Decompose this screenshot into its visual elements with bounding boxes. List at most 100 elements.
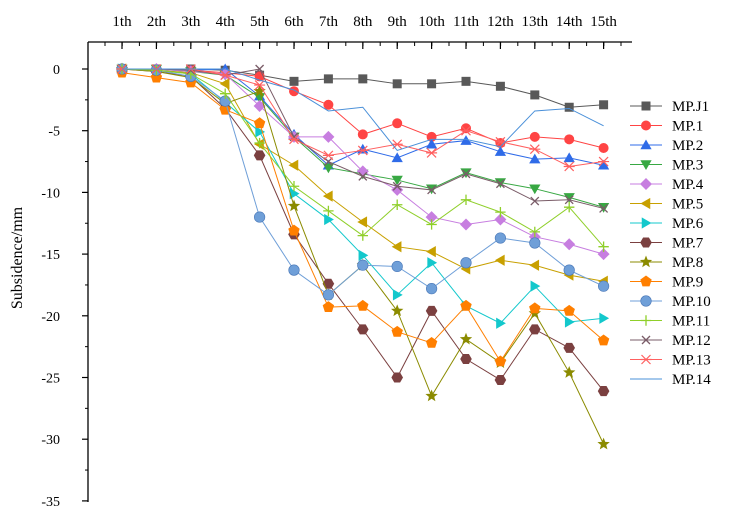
data-point <box>599 100 609 110</box>
data-point <box>529 226 540 238</box>
legend-label: MP.9 <box>672 275 703 291</box>
data-point <box>426 147 438 158</box>
legend-marker <box>640 295 652 307</box>
data-point <box>598 156 610 167</box>
data-point <box>358 249 369 261</box>
data-point <box>563 342 575 353</box>
data-point <box>220 88 231 99</box>
legend-item: MP.3 <box>630 158 703 174</box>
x-axis: 1th 2th 3th 4th 5th 6th 7th 8th 9th 10th 11th 12th 1… <box>104 14 622 49</box>
legend-item: MP.8 <box>630 255 703 271</box>
x-tick-label: 15th <box>590 14 617 30</box>
data-point <box>357 324 369 335</box>
data-point <box>460 299 472 311</box>
data-point <box>563 238 576 251</box>
x-tick-label: 6th <box>284 14 304 30</box>
legend-label: MP.5 <box>672 197 703 213</box>
data-point <box>356 165 369 178</box>
data-point <box>496 317 506 329</box>
data-point <box>460 135 472 145</box>
data-point <box>219 67 232 80</box>
data-point <box>357 216 368 228</box>
data-point <box>529 302 541 314</box>
y-tick-label: -10 <box>41 186 60 201</box>
data-point <box>564 134 575 145</box>
data-point <box>427 79 437 89</box>
data-point <box>391 152 403 163</box>
data-point <box>425 305 438 316</box>
y-axis: 0 -5 -10 -15 -20 -25 -30 -35 <box>41 63 88 506</box>
data-point <box>391 325 403 337</box>
x-tick-label: 3th <box>181 14 201 30</box>
data-point <box>219 78 230 90</box>
data-point <box>427 257 438 269</box>
data-point <box>460 125 472 136</box>
data-point <box>219 70 231 81</box>
y-tick-label: -20 <box>41 310 60 325</box>
data-point <box>358 171 368 181</box>
data-point <box>597 386 610 397</box>
data-point <box>529 131 540 142</box>
legend-item: MP.11 <box>630 314 710 330</box>
legend-item: MP.10 <box>630 294 711 310</box>
data-point <box>494 374 507 385</box>
data-point <box>392 289 403 301</box>
data-point <box>391 241 402 253</box>
series-mp-6 <box>117 63 610 329</box>
x-tick-label: 11th <box>453 14 480 30</box>
legend-label: MP.6 <box>672 216 704 232</box>
data-point <box>289 188 300 200</box>
data-point <box>563 193 575 203</box>
data-point <box>460 218 472 231</box>
legend-label: MP.2 <box>672 138 703 154</box>
legend-item: MP.13 <box>630 353 711 369</box>
data-point <box>495 81 505 91</box>
data-point <box>494 254 505 266</box>
data-point <box>391 260 403 273</box>
data-point <box>253 84 266 97</box>
legend-marker <box>640 160 652 170</box>
plot-frame <box>87 41 632 502</box>
data-point <box>530 90 540 100</box>
legend-marker <box>640 354 652 365</box>
series-mp-10 <box>116 63 610 301</box>
legend-label: MP.13 <box>672 353 711 369</box>
data-point <box>427 185 437 195</box>
legend-label: MP.8 <box>672 255 703 271</box>
data-point <box>530 280 541 292</box>
legend-item: MP.9 <box>630 275 703 291</box>
legend: MP.J1 MP.1 MP.2 MP.3 MP.4 MP.5 MP.6 MP.7 MP.8 MP.… <box>630 99 711 388</box>
data-point <box>529 324 541 335</box>
data-point <box>357 143 369 154</box>
data-point <box>597 334 610 346</box>
data-point <box>392 199 403 210</box>
x-tick-label: 5th <box>250 14 270 30</box>
data-point <box>564 102 574 112</box>
data-point <box>461 76 471 86</box>
data-point <box>425 211 438 224</box>
data-point <box>254 80 266 90</box>
data-point <box>324 213 334 226</box>
y-tick-label: 0 <box>53 63 60 78</box>
legend-label: MP.14 <box>672 372 711 388</box>
legend-marker <box>639 255 653 268</box>
legend-item: MP.4 <box>630 177 704 193</box>
series-line <box>122 68 604 152</box>
x-tick-label: 10th <box>418 14 445 30</box>
data-point <box>598 142 609 153</box>
data-point <box>392 181 402 191</box>
data-point <box>598 241 609 252</box>
legend-marker <box>641 217 652 229</box>
y-axis-label: Subsidence/mm <box>9 206 26 309</box>
data-point <box>253 100 266 113</box>
data-point <box>357 299 369 311</box>
data-point <box>322 163 335 174</box>
data-point <box>529 153 541 164</box>
data-point <box>255 126 266 138</box>
data-point <box>322 289 335 301</box>
data-point <box>151 65 162 76</box>
legend-marker <box>641 120 651 131</box>
data-point <box>597 280 610 292</box>
data-point <box>529 184 541 195</box>
x-tick-label: 9th <box>388 14 408 30</box>
